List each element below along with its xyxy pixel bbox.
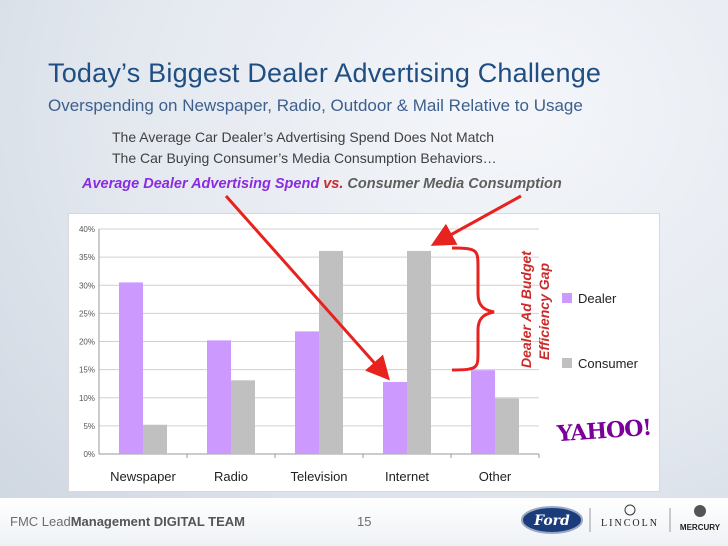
- legend-label-dealer: Dealer: [578, 291, 617, 306]
- footer-bar: [0, 498, 728, 546]
- legend-swatch-consumer: [562, 358, 572, 368]
- bar-consumer-internet: [407, 250, 431, 454]
- y-tick-label: 30%: [79, 281, 95, 290]
- headline-consumer: Consumer Media Consumption: [347, 176, 562, 192]
- bar-dealer-internet: [383, 382, 407, 454]
- footer-team: FMC LeadManagement DIGITAL TEAM: [10, 514, 245, 529]
- y-tick-label: 0%: [83, 450, 95, 459]
- y-tick-label: 5%: [83, 422, 95, 431]
- bar-consumer-other: [495, 398, 519, 454]
- y-tick-label: 15%: [79, 366, 95, 375]
- legend-label-consumer: Consumer: [578, 356, 639, 371]
- ford-logo-text: Ford: [533, 513, 570, 529]
- bar-dealer-other: [471, 370, 495, 454]
- bar-dealer-newspaper: [119, 282, 143, 454]
- mercury-icon: [694, 505, 706, 517]
- x-tick-label: Radio: [214, 469, 248, 484]
- bar-consumer-newspaper: [143, 424, 167, 454]
- x-tick-label: Other: [479, 469, 512, 484]
- x-tick-label: Newspaper: [110, 469, 176, 484]
- lincoln-star-icon: [624, 504, 636, 516]
- bar-chart: 0% 5% 10% 15% 20% 25% 30% 35% 40% Newspaper Radio T…: [79, 225, 639, 484]
- y-tick-label: 20%: [79, 338, 95, 347]
- footer-team-bold: Management DIGITAL TEAM: [70, 514, 246, 529]
- y-tick-label: 25%: [79, 309, 95, 318]
- ford-logo: [521, 506, 583, 534]
- chart-area: 0% 5% 10% 15% 20% 25% 30% 35% 40% Newspaper Radio T…: [68, 213, 660, 492]
- y-tick-label: 40%: [79, 225, 95, 234]
- slide-subtitle: Overspending on Newspaper, Radio, Outdoo…: [48, 96, 583, 115]
- y-tick-label: 10%: [79, 394, 95, 403]
- note-line-1: The Average Car Dealer’s Advertising Spe…: [112, 129, 495, 145]
- brand-logos: Ford LINCOLN MERCURY: [521, 504, 721, 534]
- x-tick-label: Television: [290, 469, 347, 484]
- mercury-logo-text: MERCURY: [680, 523, 721, 532]
- page-number: 15: [357, 514, 372, 529]
- headline-dealer: Average Dealer Advertising Spend: [82, 176, 320, 192]
- legend-swatch-dealer: [562, 293, 572, 303]
- x-tick-label: Internet: [385, 469, 429, 484]
- bar-dealer-television: [295, 331, 319, 454]
- footer-team-prefix: FMC Lead: [10, 514, 71, 529]
- slide-title: Today’s Biggest Dealer Advertising Chall…: [48, 58, 602, 88]
- y-tick-label: 35%: [79, 253, 95, 262]
- lincoln-logo-text: LINCOLN: [601, 518, 659, 529]
- headline-vs: vs.: [323, 176, 344, 192]
- bar-consumer-television: [319, 250, 343, 454]
- note-line-2: The Car Buying Consumer’s Media Consumpt…: [112, 150, 497, 166]
- chart-headline: Average Dealer Advertising Spend vs. Con…: [82, 176, 562, 192]
- bar-dealer-radio: [207, 340, 231, 454]
- bar-consumer-radio: [231, 380, 255, 454]
